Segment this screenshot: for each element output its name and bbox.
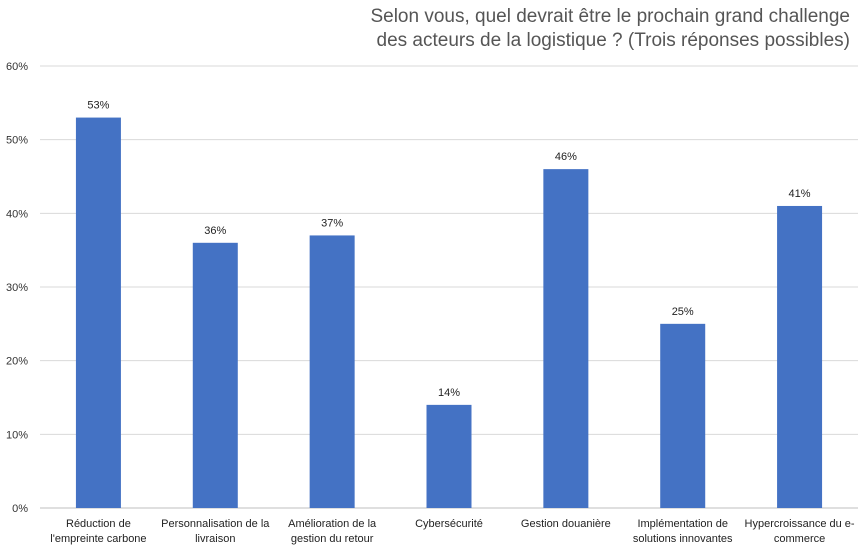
- gridlines: [40, 65, 858, 509]
- category-label: Cybersécurité: [415, 518, 483, 530]
- chart-title-line: Selon vous, quel devrait être le prochai…: [370, 6, 850, 27]
- category-label: Hypercroissance du e-: [745, 518, 855, 530]
- y-tick-label: 20%: [6, 356, 28, 368]
- category-label: Implémentation de: [637, 518, 728, 530]
- bar: [309, 235, 355, 508]
- category-label: commerce: [774, 533, 825, 545]
- bar: [75, 117, 121, 509]
- chart-title: Selon vous, quel devrait être le prochai…: [370, 6, 850, 51]
- bar: [426, 404, 472, 508]
- category-label: solutions innovantes: [633, 533, 733, 545]
- data-label: 36%: [204, 225, 226, 237]
- data-labels: 53% 36% 37% 14% 46% 25% 41%: [87, 100, 810, 399]
- data-label: 37%: [321, 217, 343, 229]
- chart-title-line: des acteurs de la logistique ? (Trois ré…: [377, 30, 850, 51]
- category-label: livraison: [195, 533, 235, 545]
- category-label: Personnalisation de la: [161, 518, 270, 530]
- bar: [660, 323, 706, 508]
- y-tick-label: 50%: [6, 135, 28, 147]
- y-tick-label: 0%: [12, 503, 28, 515]
- data-label: 25%: [672, 306, 694, 318]
- category-label: Réduction de: [66, 518, 131, 530]
- category-label: l'empreinte carbone: [50, 533, 146, 545]
- bar: [192, 242, 238, 509]
- data-label: 41%: [789, 188, 811, 200]
- y-tick-label: 30%: [6, 282, 28, 294]
- y-tick-label: 40%: [6, 208, 28, 220]
- category-label: gestion du retour: [291, 533, 374, 545]
- y-tick-label: 10%: [6, 429, 28, 441]
- category-label: Amélioration de la: [288, 518, 377, 530]
- data-label: 53%: [87, 100, 109, 112]
- category-labels: Réduction de l'empreinte carbone Personnal…: [50, 518, 855, 545]
- y-axis-ticks: 0% 10% 20% 30% 40% 50% 60%: [6, 61, 28, 515]
- y-tick-label: 60%: [6, 61, 28, 73]
- data-label: 14%: [438, 387, 460, 399]
- bar: [543, 169, 589, 508]
- data-label: 46%: [555, 151, 577, 163]
- category-label: Gestion douanière: [521, 518, 611, 530]
- bar: [777, 205, 823, 508]
- bars: [75, 117, 823, 509]
